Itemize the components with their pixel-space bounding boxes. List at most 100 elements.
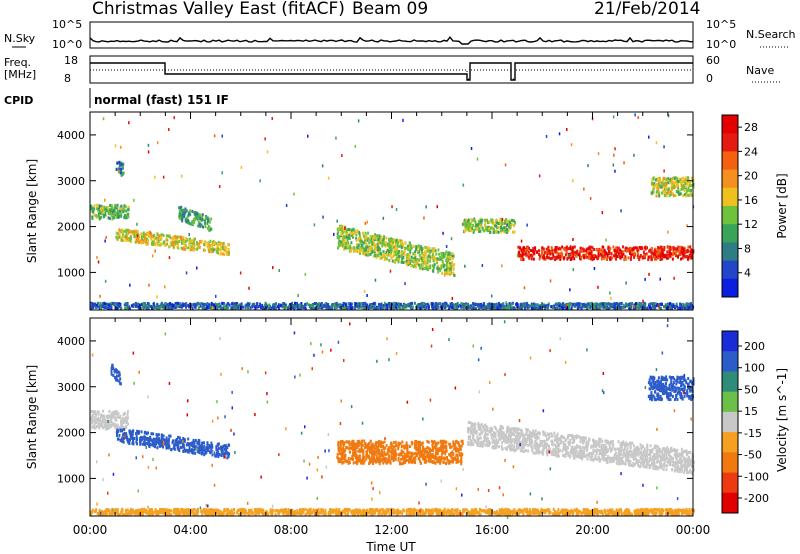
echo-cell (528, 246, 531, 250)
echo-cell (348, 460, 351, 464)
echo-cell (383, 235, 386, 239)
echo-cell (373, 243, 376, 247)
echo-cell (547, 304, 550, 308)
noise-speckle (659, 277, 661, 281)
noise-speckle (572, 268, 575, 272)
echo-cell (682, 176, 685, 180)
echo-cell (345, 235, 348, 239)
echo-cell (562, 306, 565, 310)
noise-speckle (444, 273, 446, 277)
echo-cell (101, 206, 104, 210)
echo-cell (197, 212, 200, 216)
echo-cell (437, 267, 440, 271)
echo-cell (112, 367, 115, 371)
echo-cell (364, 231, 367, 235)
echo-cell (605, 306, 608, 310)
echo-cell (228, 443, 231, 447)
echo-cell (183, 302, 186, 306)
noise-speckle (450, 237, 453, 241)
echo-cell (382, 304, 385, 307)
echo-cell (118, 164, 121, 168)
echo-cell (407, 244, 409, 248)
echo-cell (404, 241, 407, 245)
echo-cell (534, 304, 537, 307)
echo-cell (615, 247, 618, 251)
echo-cell (511, 218, 513, 222)
echo-cell (408, 241, 411, 245)
echo-cell (393, 252, 396, 256)
colorbar-cell (722, 242, 738, 262)
echo-cell (125, 302, 128, 306)
echo-cell (121, 235, 124, 239)
echo-cell (194, 212, 197, 216)
noise-speckle (333, 232, 335, 236)
echo-cell (603, 251, 606, 255)
echo-cell (157, 438, 160, 442)
echo-cell (353, 306, 356, 310)
echo-cell (343, 247, 346, 251)
echo-cell (122, 210, 125, 213)
echo-cell (511, 306, 514, 310)
echo-cell (209, 444, 212, 448)
echo-cell (451, 261, 453, 264)
echo-cell (379, 241, 382, 245)
echo-cell (524, 302, 527, 306)
echo-cell (337, 234, 340, 238)
echo-cell (508, 225, 511, 229)
echo-cell (193, 242, 196, 246)
echo-cell (323, 304, 326, 308)
echo-cell (671, 185, 674, 189)
frequency-panel: Freq. [MHz] 18 8 60 0 Nave (4, 54, 780, 85)
noise-speckle (240, 165, 243, 169)
echo-cell (546, 248, 549, 252)
colorbar-cell (722, 133, 738, 152)
echo-cell (629, 303, 632, 307)
echo-cell (408, 302, 411, 306)
echo-cell (184, 211, 187, 215)
echo-cell (671, 253, 674, 257)
echo-cell (192, 451, 194, 455)
echo-cell (165, 436, 168, 440)
echo-cell (674, 185, 677, 189)
echo-cell (662, 179, 665, 183)
echo-cell (345, 242, 347, 246)
echo-cell (362, 302, 365, 305)
echo-cell (480, 221, 483, 225)
noise-speckle (470, 147, 473, 150)
echo-cell (217, 442, 220, 446)
echo-cell (126, 413, 129, 417)
echo-cell (673, 176, 676, 180)
echo-cell (132, 429, 135, 433)
echo-cell (522, 252, 525, 256)
echo-cell (365, 234, 368, 238)
noise-speckle (164, 285, 166, 289)
echo-cell (555, 306, 558, 310)
noise-speckle (538, 174, 541, 178)
echo-cell (435, 257, 438, 261)
echo-cell (232, 304, 235, 308)
echo-cell (401, 307, 404, 310)
echo-cell (654, 178, 657, 182)
echo-cell (424, 302, 427, 306)
echo-cell (539, 254, 541, 258)
echo-cell (192, 239, 195, 243)
echo-cell (387, 305, 390, 309)
echo-cell (102, 416, 105, 420)
noise-speckle (566, 303, 568, 307)
noise-speckle (336, 219, 338, 223)
echo-cell (352, 235, 354, 239)
echo-cell (631, 302, 634, 305)
echo-cell (318, 302, 320, 306)
echo-cell (384, 241, 387, 245)
echo-cell (669, 302, 671, 306)
echo-cell (428, 259, 431, 263)
echo-cell (348, 233, 351, 237)
echo-cell (353, 228, 356, 232)
echo-cell (193, 440, 196, 444)
echo-cell (680, 303, 683, 307)
echo-cell (534, 246, 537, 250)
noise-speckle (425, 205, 427, 209)
echo-cell (522, 246, 525, 250)
echo-cell (171, 307, 173, 311)
echo-cell (405, 304, 408, 307)
